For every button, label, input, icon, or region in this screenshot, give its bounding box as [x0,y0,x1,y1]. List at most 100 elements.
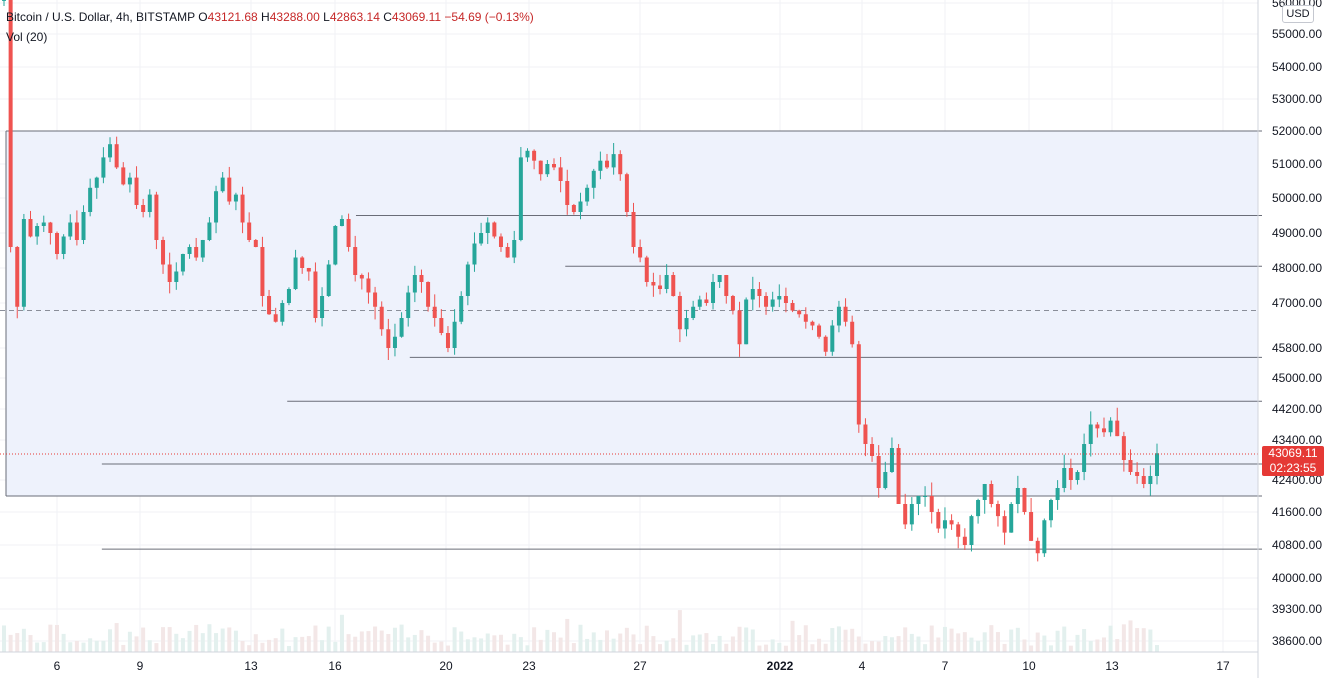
volume-bar [969,637,974,652]
time-axis[interactable]: 6 9 13 16 20 23 27 2022 4 7 10 13 17 [54,659,1230,673]
candle-body [247,222,252,240]
volume-bar [836,626,841,652]
candle-body [538,160,543,175]
candle-body [803,314,808,322]
volume-bar [353,636,358,652]
volume-bar [134,636,139,652]
volume-bar [770,639,775,652]
volume-bar [717,635,722,652]
volume-bar [598,639,603,652]
volume-bar [863,643,868,652]
candle-body [81,212,86,240]
volume-bar [187,630,192,652]
volume-bar [889,637,894,652]
legend-row-ohlc: Bitcoin / U.S. Dollar, 4h, BITSTAMP O431… [6,7,534,27]
candle-body [717,275,722,282]
volume-bar [260,642,265,652]
volume-bar [426,635,431,652]
volume-bar [161,627,166,652]
candle-body [121,167,126,185]
candle-body [320,296,325,318]
volume-bar [631,634,636,652]
volume-bar [1002,643,1007,652]
time-tick-label: 13 [244,659,258,673]
candle-body [1101,428,1106,433]
candle-body [1068,468,1073,480]
candle-body [41,222,46,226]
candle-body [883,472,888,488]
candle-body [498,236,503,247]
volume-bar [1035,632,1040,652]
candle-body [180,254,185,272]
candle-body [412,275,417,293]
price-axis[interactable]: 56000.0055000.0054000.0053000.0052000.00… [1272,0,1322,648]
candle-body [214,191,219,223]
candle-body [585,187,590,202]
volume-bar [724,643,729,652]
candle-body [479,233,484,244]
symbol-title[interactable]: Bitcoin / U.S. Dollar, 4h, BITSTAMP [6,10,195,24]
volume-bar [220,628,225,652]
volume-bar [817,638,822,652]
candle-body [929,496,934,512]
price-tick-label: 54000.00 [1272,60,1322,74]
candle-body [691,306,696,318]
volume-bar [273,638,278,652]
volume-bar [843,629,848,652]
candle-body [889,448,894,472]
candle-body [273,314,278,322]
candle-body [591,170,596,188]
volume-bar [1042,635,1047,652]
volume-bar [677,610,682,652]
volume-bar [214,633,219,652]
candle-body [909,504,914,525]
volume-bar [339,614,344,652]
candle-body [1148,476,1153,484]
volume-bar [207,624,212,652]
volume-bar [883,636,888,652]
candle-body [280,303,285,322]
volume-bar [896,636,901,652]
volume-bar [830,628,835,652]
candle-body [1022,488,1027,512]
candle-body [339,219,344,226]
volume-bar [532,627,537,652]
candle-body [896,448,901,504]
volume-bar [41,642,46,652]
price-tick-label: 47000.00 [1272,296,1322,310]
candle-body [28,219,33,237]
volume-bar [419,630,424,652]
chart-legend: Bitcoin / U.S. Dollar, 4h, BITSTAMP O431… [6,7,534,47]
time-tick-label: 16 [328,659,342,673]
volume-bar [651,636,656,652]
volume-bar [942,626,947,652]
candle-body [1002,516,1007,533]
candle-body [359,275,364,279]
candle-body [101,157,106,178]
volume-bar [982,632,987,652]
candle-body [962,536,967,545]
volume-bar [320,640,325,652]
candle-body [631,212,636,247]
volume-bar [551,632,556,652]
volume-bar [856,636,861,652]
price-tick-label: 41600.00 [1272,505,1322,519]
currency-badge[interactable]: USD [1282,5,1314,23]
volume-bar [373,626,378,652]
candle-body [783,296,788,303]
candle-body [406,292,411,318]
volume-bar [909,633,914,652]
candle-body [88,187,93,212]
volume-indicator-label[interactable]: Vol (20) [6,30,48,44]
candle-body [797,310,802,315]
volume-bar [121,644,126,652]
candle-body [598,160,603,171]
candle-body [313,271,318,318]
candle-body [1042,520,1047,554]
price-tick-label: 45800.00 [1272,341,1322,355]
candle-body [366,278,371,293]
open-label: O [198,10,208,24]
candle-body [757,289,762,296]
candle-body [439,318,444,333]
